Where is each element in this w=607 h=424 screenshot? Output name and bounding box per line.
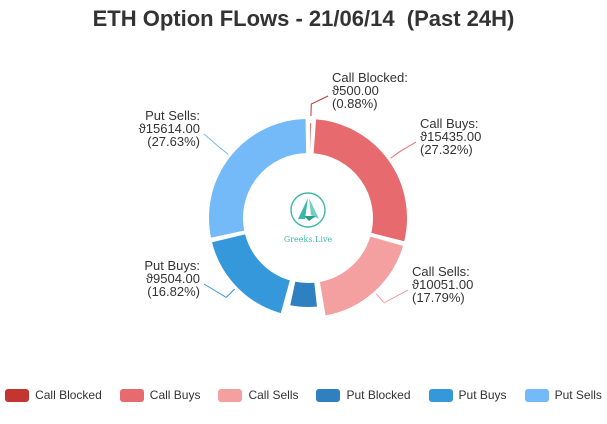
slice-label-value: ϑ15435.00 <box>420 129 481 144</box>
legend-item-call-sells[interactable]: Call Sells <box>218 388 298 402</box>
legend-item-put-sells[interactable]: Put Sells <box>524 388 602 402</box>
legend-swatch <box>428 388 453 402</box>
slice-label-put-sells: Put Sells:ϑ15614.00(27.63%) <box>139 108 200 149</box>
legend-label: Call Blocked <box>35 388 102 402</box>
leader-line-call-blocked <box>310 95 329 117</box>
leader-line-put-buys <box>203 283 236 299</box>
slice-label-name: Put Sells: <box>145 108 200 123</box>
slice-label-call-sells: Call Sells:ϑ10051.00(17.79%) <box>412 264 473 305</box>
slice-put-buys[interactable] <box>209 232 293 316</box>
slice-label-put-buys: Put Buys:ϑ9504.00(16.82%) <box>144 258 200 299</box>
slice-put-sells[interactable] <box>207 117 309 240</box>
legend-item-put-buys[interactable]: Put Buys <box>428 388 507 402</box>
slice-label-percent: (27.63%) <box>147 134 200 149</box>
legend-label: Call Sells <box>248 388 299 402</box>
leader-line-call-sells <box>375 289 409 304</box>
slice-label-name: Put Buys: <box>144 258 200 273</box>
greeks-live-logo: Greeks.Live <box>284 192 333 244</box>
legend-label: Put Blocked <box>346 388 411 402</box>
slice-label-percent: (0.88%) <box>332 96 378 111</box>
slice-label-percent: (27.32%) <box>420 142 473 157</box>
legend-swatch <box>218 388 243 402</box>
legend-swatch <box>5 388 30 402</box>
legend-swatch <box>316 388 341 402</box>
chart-title: ETH Option FLows - 21/06/14 (Past 24H) <box>92 6 515 31</box>
slice-label-name: Call Blocked: <box>332 70 408 85</box>
slice-label-value: ϑ10051.00 <box>412 277 473 292</box>
leader-line-put-sells <box>203 133 229 155</box>
slice-label-percent: (17.79%) <box>412 290 465 305</box>
legend-label: Call Buys <box>149 388 201 402</box>
slice-put-blocked[interactable] <box>288 279 320 309</box>
logo-text: Greeks.Live <box>284 235 333 244</box>
chart-legend: Call Blocked Call Buys Call Sells Put Block… <box>0 385 607 405</box>
slice-label-value: ϑ15614.00 <box>139 121 200 136</box>
legend-item-put-blocked[interactable]: Put Blocked <box>316 388 411 402</box>
legend-label: Put Buys <box>458 388 507 402</box>
legend-swatch <box>524 388 549 402</box>
slice-label-name: Call Buys: <box>420 116 479 131</box>
slice-label-value: ϑ500.00 <box>332 83 379 98</box>
slice-call-buys[interactable] <box>311 117 409 244</box>
slice-label-call-blocked: Call Blocked:ϑ500.00(0.88%) <box>332 70 408 111</box>
slice-label-percent: (16.82%) <box>147 284 200 299</box>
legend-label: Put Sells <box>554 388 602 402</box>
leader-line-call-buys <box>390 141 417 159</box>
slice-label-value: ϑ9504.00 <box>146 271 200 286</box>
slice-call-blocked[interactable] <box>307 121 314 156</box>
legend-item-call-buys[interactable]: Call Buys <box>119 388 201 402</box>
slice-call-sells[interactable] <box>317 234 406 318</box>
slice-label-name: Call Sells: <box>412 264 470 279</box>
slice-label-call-buys: Call Buys:ϑ15435.00(27.32%) <box>420 116 481 157</box>
legend-item-call-blocked[interactable]: Call Blocked <box>5 388 102 402</box>
legend-swatch <box>119 388 144 402</box>
